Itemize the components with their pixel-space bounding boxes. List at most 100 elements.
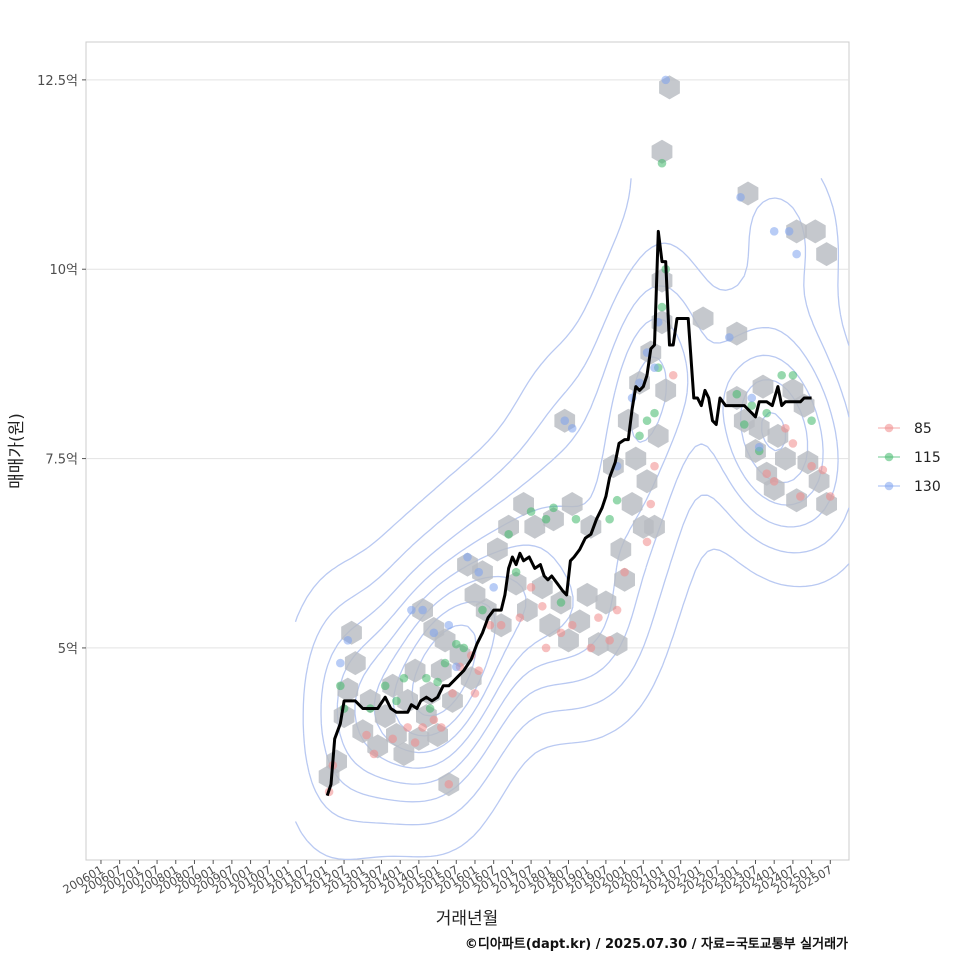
legend-key-point xyxy=(884,423,894,433)
hexbin xyxy=(524,514,546,539)
point-85 xyxy=(369,749,379,759)
point-115 xyxy=(541,514,551,524)
point-85 xyxy=(796,492,805,501)
point-115 xyxy=(380,681,390,691)
point-130 xyxy=(463,552,472,562)
point-85 xyxy=(586,643,596,653)
point-115 xyxy=(459,643,469,653)
point-115 xyxy=(777,370,786,380)
point-85 xyxy=(444,779,454,789)
hexbin xyxy=(539,613,561,638)
point-130 xyxy=(792,249,801,259)
point-85 xyxy=(807,461,816,471)
point-130 xyxy=(474,567,484,577)
point-115 xyxy=(478,605,487,615)
point-115 xyxy=(739,420,749,429)
hexbin xyxy=(610,537,632,562)
hexbin xyxy=(804,219,826,244)
point-130 xyxy=(444,620,454,630)
scatter-points xyxy=(324,75,835,797)
hexbin xyxy=(614,567,635,592)
hexbin xyxy=(404,658,426,683)
point-115 xyxy=(399,673,409,683)
density-contour xyxy=(320,285,839,803)
point-85 xyxy=(429,715,439,725)
point-130 xyxy=(784,227,794,236)
legend-key-point xyxy=(884,452,894,462)
point-115 xyxy=(650,408,659,418)
hexbin xyxy=(808,469,830,494)
hexbin xyxy=(647,423,669,448)
point-115 xyxy=(526,507,536,516)
point-130 xyxy=(489,583,498,592)
point-115 xyxy=(807,416,816,426)
hexbin xyxy=(816,242,837,267)
source-caption: ©디아파트(dapt.kr) / 2025.07.30 / 자료=국토교통부 실… xyxy=(464,937,848,952)
y-tick-label: 12.5억 xyxy=(37,74,78,89)
point-115 xyxy=(556,598,566,607)
point-115 xyxy=(392,696,401,706)
point-85 xyxy=(388,734,397,744)
hexbin xyxy=(505,571,527,596)
point-85 xyxy=(620,567,629,577)
legend: 85 115 130 xyxy=(878,421,941,495)
point-130 xyxy=(343,636,353,645)
y-axis-title: 매매가(원) xyxy=(7,413,27,489)
hexbin xyxy=(621,492,643,516)
point-85 xyxy=(781,423,790,433)
hexbin xyxy=(576,582,598,607)
point-115 xyxy=(612,495,622,505)
point-130 xyxy=(407,605,416,615)
point-85 xyxy=(496,620,506,630)
point-85 xyxy=(818,465,828,475)
x-tick-label: 202507 xyxy=(790,862,835,896)
point-115 xyxy=(451,639,461,649)
hexbin xyxy=(786,219,807,244)
hexbin xyxy=(752,374,774,399)
point-115 xyxy=(762,408,772,418)
legend-label-85: 85 xyxy=(914,421,932,437)
hexbin xyxy=(651,139,673,164)
point-130 xyxy=(754,442,764,452)
point-130 xyxy=(429,628,439,638)
legend-label-130: 130 xyxy=(914,479,941,495)
point-85 xyxy=(541,643,551,653)
hexbin xyxy=(487,537,508,562)
hexbin xyxy=(655,378,677,403)
y-tick-label: 10억 xyxy=(49,263,78,278)
point-85 xyxy=(418,723,427,732)
point-130 xyxy=(560,416,570,426)
point-115 xyxy=(425,704,435,713)
hexbin xyxy=(393,742,415,766)
plot-panel xyxy=(85,41,850,861)
point-85 xyxy=(538,601,547,611)
point-115 xyxy=(422,673,431,683)
point-85 xyxy=(605,636,614,645)
hexbin xyxy=(617,408,639,433)
point-115 xyxy=(642,416,652,426)
point-130 xyxy=(725,333,734,342)
hexbin xyxy=(793,393,815,418)
point-85 xyxy=(650,461,659,471)
density-contour xyxy=(302,197,850,826)
hexbin xyxy=(543,507,564,532)
point-85 xyxy=(403,723,412,732)
legend-label-115: 115 xyxy=(914,450,941,466)
point-85 xyxy=(437,723,446,732)
hexbin xyxy=(625,446,647,471)
point-85 xyxy=(470,689,480,698)
point-115 xyxy=(440,658,450,668)
point-115 xyxy=(732,389,742,399)
x-axis-title: 거래년월 xyxy=(436,909,499,929)
point-85 xyxy=(788,439,798,448)
point-115 xyxy=(433,677,442,687)
point-130 xyxy=(747,393,757,403)
hexbin xyxy=(498,514,519,539)
point-85 xyxy=(567,620,577,630)
hexbin xyxy=(763,476,785,501)
point-85 xyxy=(410,738,420,747)
hexbin xyxy=(344,651,366,676)
hexbin xyxy=(636,469,658,494)
hexbin xyxy=(374,704,396,729)
